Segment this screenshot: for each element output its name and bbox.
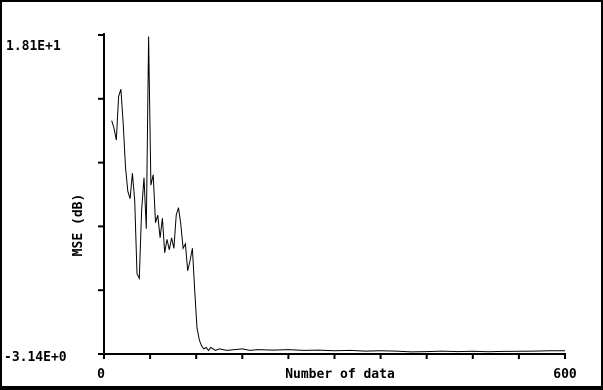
y-axis-label: MSE (dB): [71, 194, 86, 257]
y-tick-label-min: -3.14E+0: [4, 350, 67, 365]
x-tick-label-min: 0: [97, 367, 105, 382]
x-tick-label-max: 600: [553, 367, 577, 382]
y-tick-label-max: 1.81E+1: [6, 39, 61, 54]
x-axis-label: Number of data: [285, 367, 395, 382]
